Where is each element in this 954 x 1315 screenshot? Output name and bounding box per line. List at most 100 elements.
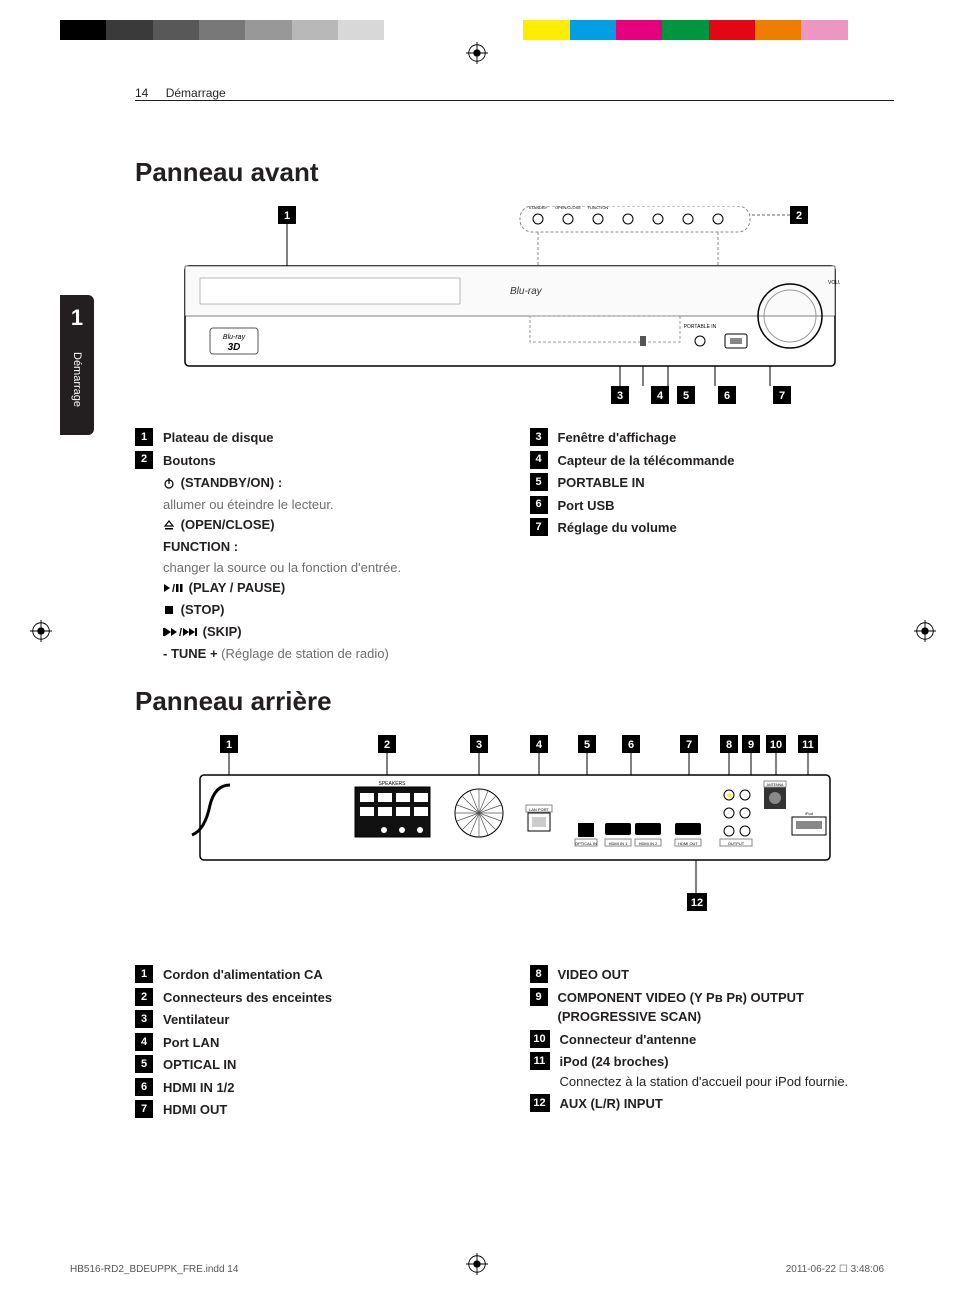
svg-text:STANDBY: STANDBY xyxy=(528,206,547,210)
svg-text:Blu-ray: Blu-ray xyxy=(510,286,543,297)
svg-text:6: 6 xyxy=(723,390,729,402)
buttons-detail: (STANDBY/ON) : allumer ou éteindre le lec… xyxy=(135,473,490,664)
footer-filename: HB516-RD2_BDEUPPK_FRE.indd 14 xyxy=(70,1264,238,1275)
front-legend-right: 3Fenêtre d'affichage 4Capteur de la télé… xyxy=(530,428,885,664)
legend-item: 4 Port LAN xyxy=(135,1033,490,1053)
legend-item: 7 Réglage du volume xyxy=(530,518,885,538)
header-section: Démarrage xyxy=(166,86,226,100)
rear-legend: 1Cordon d'alimentation CA 2 Connecteurs d… xyxy=(135,965,884,1123)
rear-legend-left: 1Cordon d'alimentation CA 2 Connecteurs d… xyxy=(135,965,490,1123)
legend-label: HDMI OUT xyxy=(163,1102,227,1117)
power-icon xyxy=(163,475,175,495)
callout-badge: 10 xyxy=(530,1030,550,1048)
svg-text:/: / xyxy=(172,583,175,594)
legend-item: 2 Connecteurs des enceintes xyxy=(135,988,490,1008)
svg-text:12: 12 xyxy=(690,897,702,909)
callout-badge: 4 xyxy=(135,1033,153,1051)
legend-item: 6HDMI IN 1/2 xyxy=(135,1078,490,1098)
svg-text:3: 3 xyxy=(475,739,481,751)
registration-mark-icon xyxy=(914,620,936,642)
legend-label: Port LAN xyxy=(163,1035,219,1050)
chapter-label: Démarrage xyxy=(71,352,83,407)
rear-panel-title: Panneau arrière xyxy=(135,686,884,717)
registration-mark-icon xyxy=(466,42,488,64)
svg-text:HDMI IN 2: HDMI IN 2 xyxy=(638,841,657,846)
legend-item: 2 Boutons xyxy=(135,451,490,471)
rear-panel-diagram: 1 2 3 4 5 6 7 8 9 10 11 xyxy=(180,735,840,935)
legend-label: Plateau de disque xyxy=(163,430,274,445)
legend-label: Réglage du volume xyxy=(558,520,677,535)
legend-item: 5OPTICAL IN xyxy=(135,1055,490,1075)
svg-text:HDMI OUT: HDMI OUT xyxy=(678,841,698,846)
svg-text:9: 9 xyxy=(747,739,753,751)
stop-icon xyxy=(163,602,175,622)
callout-badge: 7 xyxy=(530,518,548,536)
svg-text:LAN PORT: LAN PORT xyxy=(529,807,549,812)
eject-icon xyxy=(163,517,175,537)
legend-item: 5PORTABLE IN xyxy=(530,473,885,493)
callout-badge: 11 xyxy=(530,1052,550,1070)
registration-mark-icon xyxy=(30,620,52,642)
svg-text:2: 2 xyxy=(795,210,801,222)
svg-text:1: 1 xyxy=(225,739,231,751)
btn-label: (SKIP) xyxy=(203,624,242,639)
legend-label: Fenêtre d'affichage xyxy=(558,430,677,445)
btn-desc: (Réglage de station de radio) xyxy=(221,646,389,661)
legend-label: Port USB xyxy=(558,498,615,513)
btn-label: (PLAY / PAUSE) xyxy=(189,580,286,595)
svg-text:6: 6 xyxy=(627,739,633,751)
svg-text:8: 8 xyxy=(725,739,731,751)
front-panel-diagram: 1 2 STANDBY OPEN/CLOSE xyxy=(180,206,840,416)
legend-item: 1 Plateau de disque xyxy=(135,428,490,448)
btn-desc: allumer ou éteindre le lecteur. xyxy=(163,497,334,512)
page-header: 14 Démarrage xyxy=(60,80,894,100)
callout-badge: 3 xyxy=(530,428,548,446)
legend-label: Connecteurs des enceintes xyxy=(163,990,332,1005)
rear-legend-right: 8VIDEO OUT 9COMPONENT VIDEO (Y Pʙ Pʀ) OU… xyxy=(530,965,885,1123)
svg-text:3D: 3D xyxy=(227,342,240,353)
svg-text:11: 11 xyxy=(802,739,814,751)
legend-item: 3 Fenêtre d'affichage xyxy=(530,428,885,448)
page-frame: 1 Démarrage 14 Démarrage Panneau avant 1… xyxy=(60,80,894,1235)
callout-badge: 12 xyxy=(530,1094,550,1112)
svg-text:2: 2 xyxy=(383,739,389,751)
legend-item: 3Ventilateur xyxy=(135,1010,490,1030)
legend-label: Capteur de la télécommande xyxy=(558,453,735,468)
front-legend-left: 1 Plateau de disque 2 Boutons (STANDBY/O… xyxy=(135,428,490,664)
svg-text:OPTICAL IN: OPTICAL IN xyxy=(574,841,596,846)
callout-badge: 6 xyxy=(530,496,548,514)
svg-text:7: 7 xyxy=(778,390,784,402)
front-legend: 1 Plateau de disque 2 Boutons (STANDBY/O… xyxy=(135,428,884,664)
chapter-number: 1 xyxy=(71,305,83,331)
btn-label: - TUNE + xyxy=(163,646,218,661)
svg-text:4: 4 xyxy=(656,390,663,402)
legend-label: Cordon d'alimentation CA xyxy=(163,967,323,982)
legend-item: 1Cordon d'alimentation CA xyxy=(135,965,490,985)
legend-desc: Connectez à la station d'accueil pour iP… xyxy=(560,1074,849,1089)
callout-badge: 7 xyxy=(135,1100,153,1118)
legend-label: Connecteur d'antenne xyxy=(560,1032,697,1047)
btn-label: (STOP) xyxy=(181,602,225,617)
callout-badge: 8 xyxy=(530,965,548,983)
callout-badge: 5 xyxy=(530,473,548,491)
btn-desc: changer la source ou la fonction d'entré… xyxy=(163,560,401,575)
callout-badge: 1 xyxy=(135,428,153,446)
header-rule xyxy=(135,100,894,101)
svg-text:OPEN/CLOSE: OPEN/CLOSE xyxy=(554,206,580,210)
btn-label: (STANDBY/ON) : xyxy=(181,475,283,490)
callout-badge: 2 xyxy=(135,988,153,1006)
play-pause-icon: / xyxy=(163,580,183,600)
svg-text:OUTPUT: OUTPUT xyxy=(727,841,744,846)
skip-icon: / xyxy=(163,624,197,644)
legend-label: OPTICAL IN xyxy=(163,1057,236,1072)
callout-badge: 9 xyxy=(530,988,548,1006)
svg-text:VOLUME: VOLUME xyxy=(828,280,840,286)
svg-text:5: 5 xyxy=(682,390,688,402)
svg-text:PORTABLE IN: PORTABLE IN xyxy=(683,324,716,330)
legend-label: AUX (L/R) INPUT xyxy=(560,1096,663,1111)
legend-label: VIDEO OUT xyxy=(558,967,630,982)
svg-text:3: 3 xyxy=(616,390,622,402)
legend-label: iPod (24 broches) xyxy=(560,1054,669,1069)
svg-text:10: 10 xyxy=(769,739,781,751)
legend-item: 7 HDMI OUT xyxy=(135,1100,490,1120)
